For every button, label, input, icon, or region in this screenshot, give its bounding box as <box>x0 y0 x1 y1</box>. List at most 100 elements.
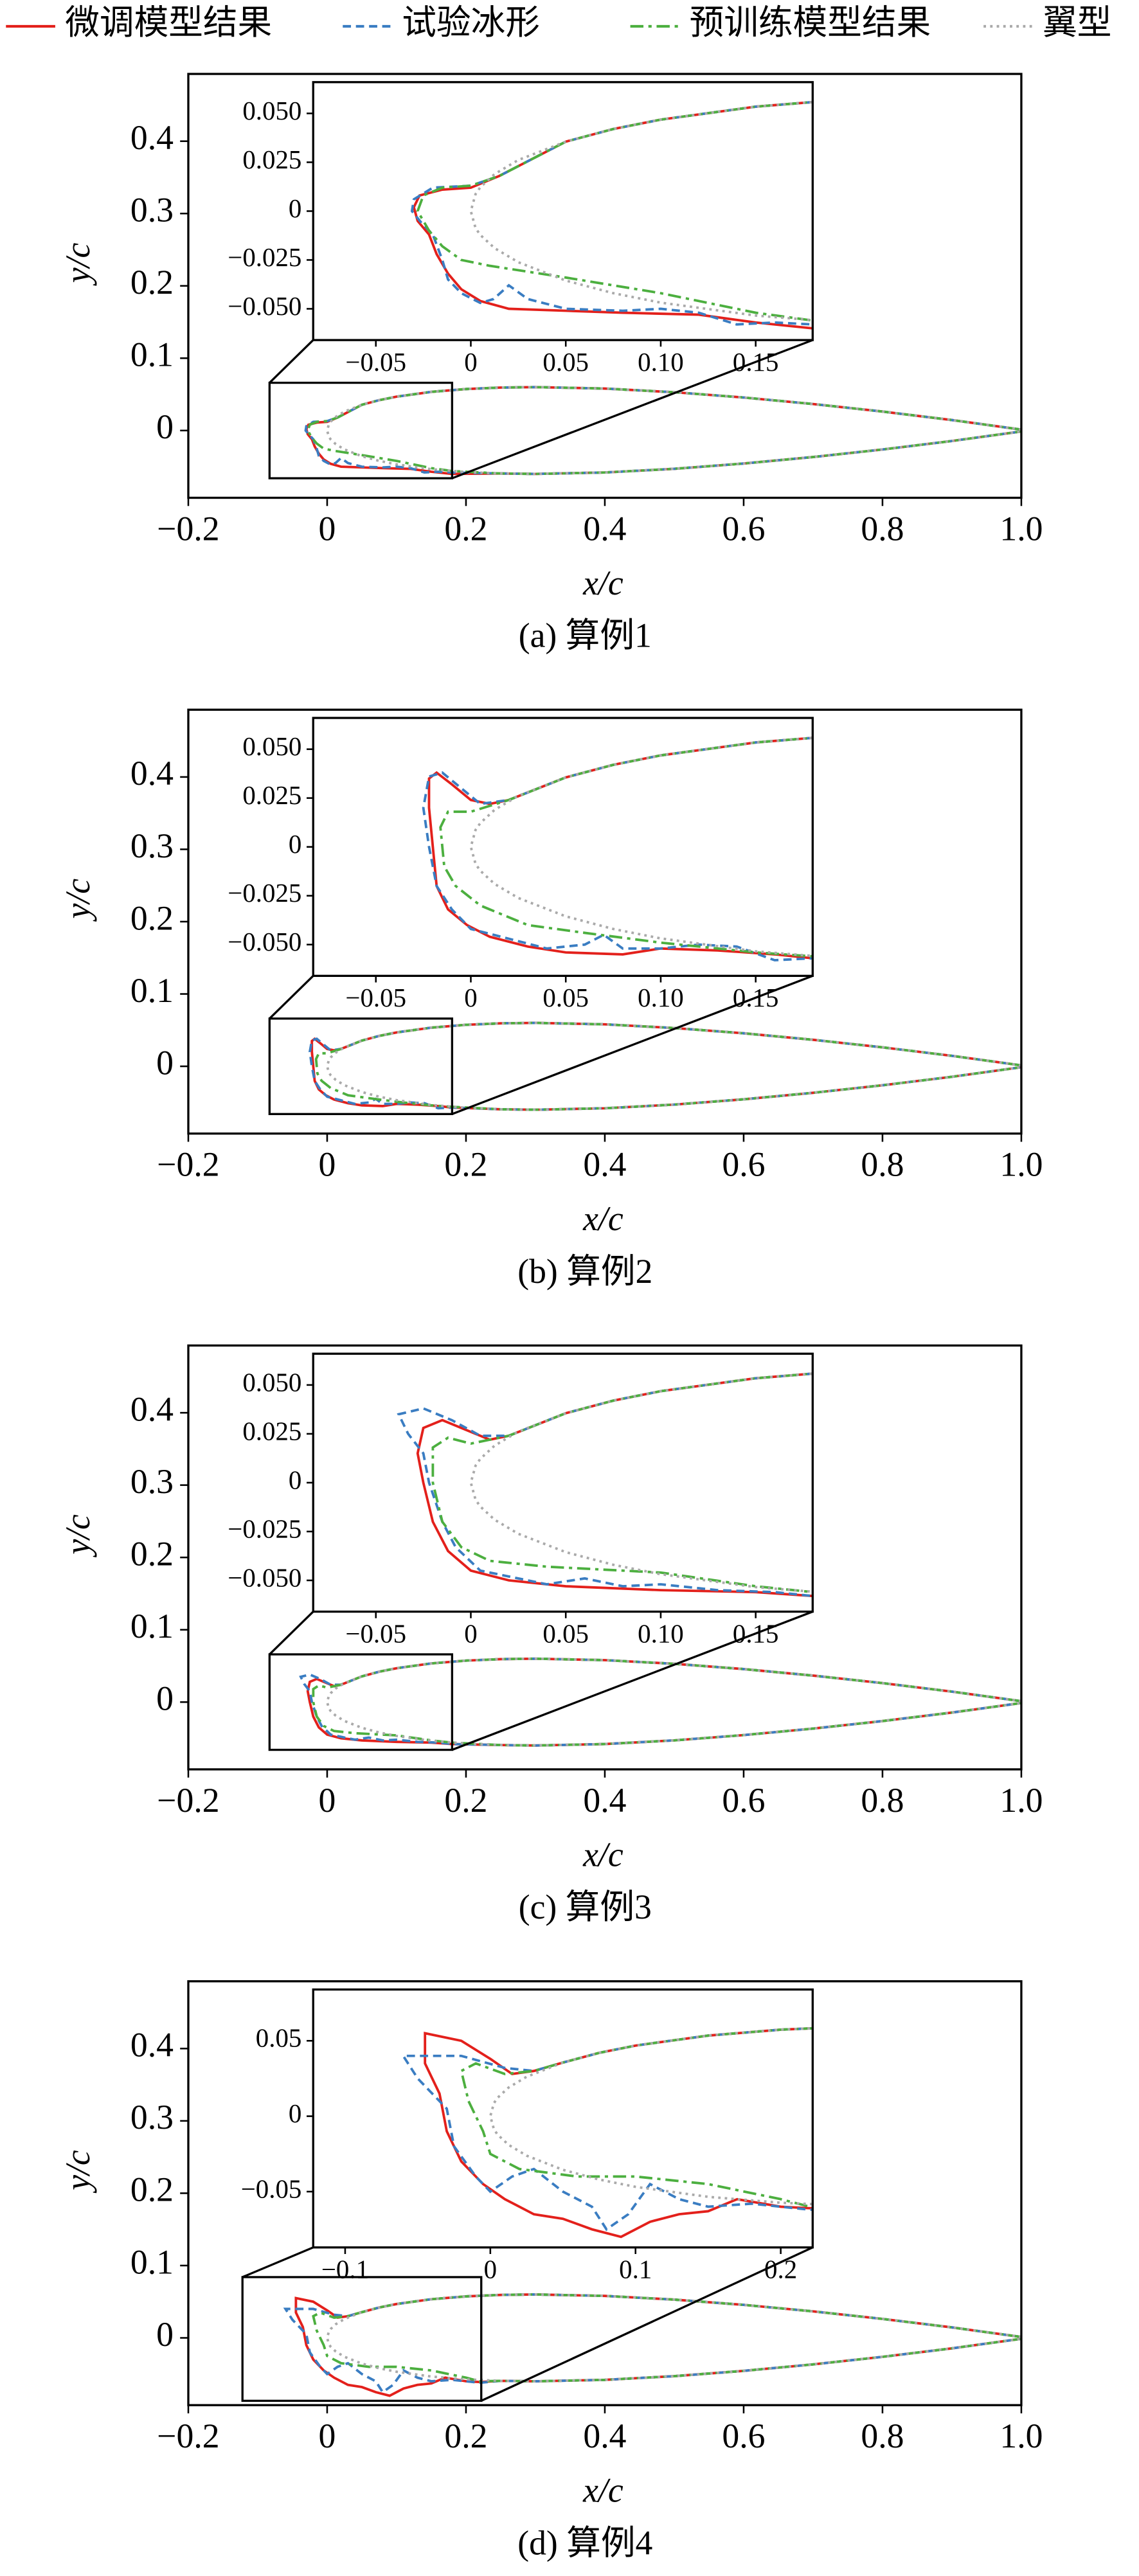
y-axis-label: y/c <box>58 879 97 922</box>
inset-x-tick-label: 0 <box>484 2255 497 2284</box>
legend-label: 试验冰形 <box>402 3 540 42</box>
chart-title: (c) 算例3 <box>519 1888 652 1926</box>
series-line <box>314 1021 1021 1111</box>
series-line <box>427 737 813 960</box>
x-tick-label: 0 <box>319 1781 336 1820</box>
inset-y-tick-label: 0.050 <box>242 1368 301 1397</box>
series-line <box>305 386 1021 476</box>
series-line <box>416 100 813 322</box>
inset-background <box>313 718 813 976</box>
y-tick-label: 0.3 <box>130 191 174 229</box>
series-line <box>304 386 1021 476</box>
inset-x-tick-label: 0.05 <box>543 348 589 377</box>
zoom-connector <box>451 974 813 1115</box>
y-tick-label: 0.3 <box>130 2098 174 2136</box>
zoom-connector <box>451 339 813 479</box>
y-tick-label: 0.4 <box>130 1390 174 1428</box>
y-tick-label: 0.1 <box>130 1607 174 1645</box>
x-tick-label: −0.2 <box>157 2417 219 2455</box>
inset-background <box>313 1354 813 1612</box>
inset-x-tick-label: −0.05 <box>345 348 406 377</box>
inset-y-tick-label: −0.050 <box>228 927 301 956</box>
x-tick-label: 0.8 <box>861 509 904 548</box>
inset-y-tick-label: −0.025 <box>228 879 301 908</box>
x-tick-label: 0.4 <box>583 2417 626 2455</box>
inset-frame <box>312 1988 814 2249</box>
series-line <box>312 2293 1021 2383</box>
x-tick-label: 0 <box>319 1145 336 1184</box>
zoom-box <box>241 2276 483 2402</box>
inset-y-tick-label: 0 <box>289 1465 301 1494</box>
legend-label: 预训练模型结果 <box>690 3 931 42</box>
series-line <box>306 386 1021 476</box>
y-axis-label: y/c <box>58 243 97 287</box>
zoom-connector <box>269 339 314 384</box>
x-tick-label: 0.8 <box>861 2417 904 2455</box>
inset-x-tick-label: −0.05 <box>345 983 406 1012</box>
inset-x-tick-label: 0.15 <box>733 1619 779 1648</box>
y-tick-label: 0 <box>156 1043 174 1082</box>
inset-y-tick-label: 0.05 <box>256 2024 302 2053</box>
y-tick-label: 0.2 <box>130 1535 174 1573</box>
y-tick-label: 0.1 <box>130 335 174 374</box>
x-tick-label: 0.6 <box>722 1145 765 1184</box>
x-tick-label: 0 <box>319 2417 336 2455</box>
x-tick-label: 0.6 <box>722 509 765 548</box>
series-line <box>397 1372 813 1598</box>
y-tick-label: 0 <box>156 407 174 446</box>
zoom-connector <box>451 1611 813 1751</box>
inset-x-tick-label: −0.05 <box>345 1619 406 1648</box>
series-line <box>325 1657 1021 1747</box>
y-tick-label: 0.2 <box>130 899 174 937</box>
y-tick-label: 0.2 <box>130 263 174 301</box>
inset-y-tick-label: −0.025 <box>228 243 301 272</box>
series-line <box>299 1657 1021 1747</box>
inset-background <box>313 1989 813 2248</box>
y-tick-label: 0.2 <box>130 2170 174 2209</box>
y-tick-label: 0.3 <box>130 827 174 865</box>
series-line <box>306 1657 1021 1747</box>
series-line <box>439 737 813 958</box>
x-tick-label: 0.2 <box>444 1145 487 1184</box>
zoom-connector <box>242 2246 314 2278</box>
inset-x-tick-label: 0.10 <box>638 1619 684 1648</box>
inset-y-tick-label: 0.025 <box>242 145 301 174</box>
x-tick-label: 0.8 <box>861 1781 904 1820</box>
x-tick-label: 0.6 <box>722 2417 765 2455</box>
inset-y-tick-label: 0.050 <box>242 96 301 125</box>
series-line <box>460 2026 813 2208</box>
zoom-box <box>268 1017 454 1116</box>
zoom-connector <box>269 975 314 1019</box>
x-axis-label: x/c <box>582 564 623 602</box>
inset-x-tick-label: 0.10 <box>638 348 684 377</box>
x-tick-label: 1.0 <box>1000 1145 1043 1184</box>
inset-y-tick-label: −0.025 <box>228 1514 301 1543</box>
x-tick-label: 0.2 <box>444 1781 487 1820</box>
x-tick-label: 0.4 <box>583 1145 626 1184</box>
chart-title: (a) 算例1 <box>519 616 652 655</box>
series-line <box>416 1372 813 1598</box>
zoom-connector <box>481 2246 814 2402</box>
x-tick-label: 0.2 <box>444 509 487 548</box>
x-axis-label: x/c <box>582 1199 623 1238</box>
x-tick-label: 1.0 <box>1000 2417 1043 2455</box>
inset-background <box>313 82 813 341</box>
series-line <box>412 100 813 330</box>
y-axis-label: y/c <box>58 1514 97 1558</box>
inset-x-tick-label: 0 <box>464 983 477 1012</box>
series-line <box>294 2293 1021 2397</box>
x-axis-label: x/c <box>582 1835 623 1874</box>
x-tick-label: 0.4 <box>583 1781 626 1820</box>
series-line <box>309 1021 1021 1111</box>
x-tick-label: 0.6 <box>722 1781 765 1820</box>
inset-x-tick-label: 0.1 <box>619 2255 652 2284</box>
inset-x-tick-label: 0.2 <box>764 2255 797 2284</box>
zoom-box <box>268 1653 454 1751</box>
inset-y-tick-label: 0 <box>289 830 301 859</box>
x-tick-label: −0.2 <box>157 509 219 548</box>
inset-x-tick-label: 0.05 <box>543 983 589 1012</box>
y-tick-label: 0.1 <box>130 971 174 1010</box>
legend-label: 微调模型结果 <box>65 3 272 42</box>
